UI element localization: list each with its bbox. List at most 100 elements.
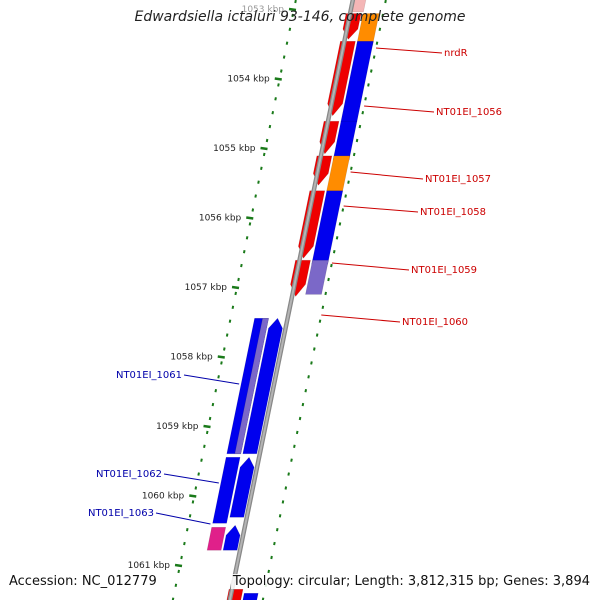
- reverse-gene-label: NT01EI_1061: [116, 370, 182, 381]
- scale-dot: [191, 500, 195, 504]
- scale-dot: [315, 333, 319, 337]
- reverse-gene-body: [222, 524, 241, 551]
- scale-dot: [197, 472, 200, 476]
- scale-dot: [370, 69, 373, 73]
- scale-dot: [313, 347, 316, 351]
- backbone-line: [228, 0, 354, 600]
- scale-dot: [291, 13, 294, 18]
- kbp-label: 1058 kbp: [170, 353, 213, 363]
- scale-dot: [242, 250, 246, 254]
- scale-dot: [274, 97, 277, 101]
- kbp-tick: [189, 494, 197, 498]
- scale-dot: [375, 41, 379, 45]
- scale-dot: [177, 569, 180, 574]
- scale-dot: [260, 166, 263, 170]
- scale-dot: [205, 430, 209, 435]
- scale-dot: [180, 555, 183, 560]
- scale-dot: [295, 430, 299, 435]
- kbp-tick: [260, 146, 268, 151]
- accession-text: Accession: NC_012779: [9, 574, 157, 589]
- forward-cds-bar: [332, 120, 358, 161]
- forward-gene-label: NT01EI_1057: [425, 174, 491, 185]
- kbp-tick: [217, 355, 225, 359]
- kbp-label: 1055 kbp: [213, 144, 256, 154]
- forward-cds-bar: [340, 40, 374, 122]
- forward-cds-bar: [305, 259, 329, 295]
- scale-dot: [208, 416, 212, 421]
- scale-dot: [188, 514, 192, 518]
- scale-dot: [275, 528, 279, 532]
- forward-gene-label: NT01EI_1059: [411, 265, 477, 276]
- kbp-tick: [288, 7, 297, 12]
- scale-dot: [324, 291, 327, 296]
- scale-dot: [332, 250, 336, 254]
- scale-dot: [278, 514, 282, 518]
- kbp-label: 1059 kbp: [156, 422, 199, 432]
- scale-dot: [231, 305, 235, 309]
- map-title: Edwardsiella ictaluri 93-146, complete g…: [134, 9, 466, 25]
- scale-dot: [248, 222, 252, 226]
- scale-dot: [378, 27, 382, 31]
- scale-dot: [364, 97, 367, 101]
- scale-dot: [294, 0, 297, 4]
- scale-dot: [254, 194, 257, 198]
- scale-dot: [240, 263, 243, 268]
- scale-dot: [237, 277, 240, 282]
- reverse-gene-label: NT01EI_1062: [96, 469, 162, 480]
- scale-dot: [271, 111, 275, 115]
- reverse-gene-label-leader: [155, 512, 211, 525]
- scale-dot: [330, 263, 333, 268]
- forward-gene-label-leader: [364, 105, 435, 113]
- scale-dot: [361, 111, 365, 115]
- reverse-gene-label-leader: [163, 473, 219, 484]
- scale-dot: [285, 41, 289, 45]
- topology-text: Topology: circular; Length: 3,812,315 bp…: [230, 574, 592, 589]
- scale-dot: [307, 375, 310, 379]
- kbp-label: 1061 kbp: [128, 561, 171, 571]
- scale-dot: [220, 361, 223, 365]
- scale-dot: [335, 236, 339, 240]
- reverse-gene-label-leader: [183, 374, 240, 385]
- reverse-cds-bar: [212, 456, 241, 524]
- scale-dot: [350, 166, 353, 170]
- scale-dot: [287, 472, 290, 476]
- forward-cds-bar: [356, 13, 380, 46]
- kbp-label: 1057 kbp: [185, 283, 228, 293]
- scale-dot: [251, 208, 255, 212]
- scale-dot: [310, 361, 313, 365]
- kbp-tick: [274, 77, 282, 81]
- kbp-label: 1060 kbp: [142, 492, 185, 502]
- scale-dot: [262, 152, 266, 157]
- gene-labels: nrdR NT01EI_1056 NT01EI_1057 NT01EI_1058 NT0…: [88, 47, 502, 525]
- reverse-cds-bar: [206, 526, 227, 551]
- forward-gene-label: NT01EI_1060: [402, 317, 468, 328]
- scale-dot: [347, 180, 350, 184]
- scale-dot: [223, 347, 226, 351]
- kbp-label: 1053 kbp: [242, 5, 285, 15]
- forward-gene-label-leader: [350, 171, 424, 180]
- scale-dot: [214, 389, 218, 393]
- kbp-tick: [203, 424, 211, 429]
- scale-dot: [381, 13, 384, 18]
- scale-dot: [261, 597, 265, 600]
- forward-gene-label: NT01EI_1058: [420, 207, 486, 218]
- reverse-gene-label: NT01EI_1063: [88, 508, 154, 519]
- scale-dot: [217, 375, 220, 379]
- forward-gene-label: NT01EI_1056: [436, 107, 502, 118]
- scale-dot: [293, 444, 296, 448]
- scale-dot: [273, 541, 276, 546]
- scale-dot: [327, 277, 330, 282]
- scale-dot: [301, 402, 305, 407]
- scale-dot: [384, 0, 387, 4]
- scale-dot: [321, 305, 325, 309]
- reverse-gene-body: [229, 456, 255, 518]
- forward-gene-label-leader: [321, 314, 401, 323]
- scale-dot: [372, 55, 376, 59]
- scale-dot: [282, 55, 286, 59]
- kbp-label: 1054 kbp: [227, 75, 270, 85]
- scale-dot: [281, 500, 285, 504]
- scale-dot: [280, 69, 283, 73]
- genome-backbone: [227, 0, 356, 600]
- forward-gene-label-leader: [375, 47, 443, 54]
